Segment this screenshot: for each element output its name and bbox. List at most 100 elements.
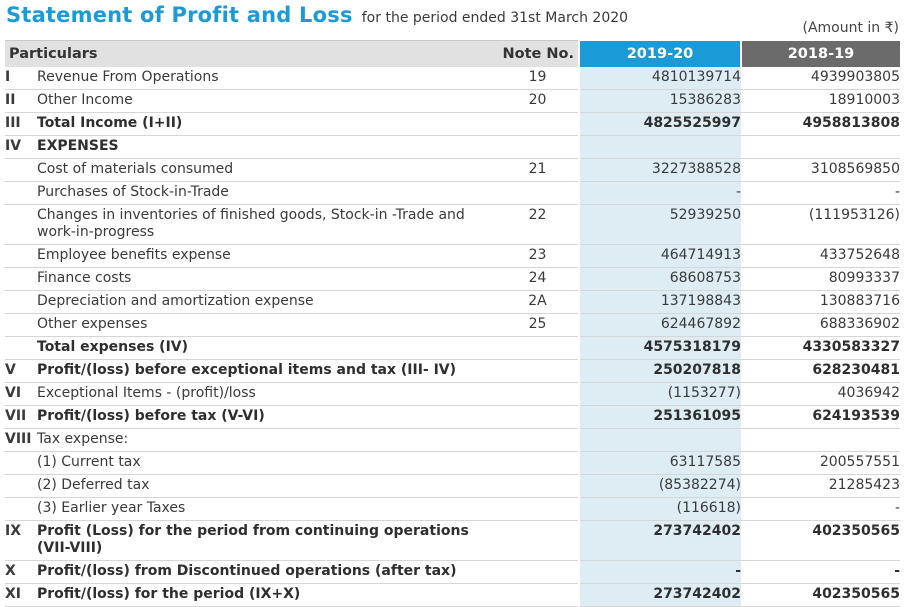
table-row: Changes in inventories of finished goods… <box>5 205 900 245</box>
row-amount-2019-20: (1153277) <box>579 383 741 406</box>
statement-title-main: Statement of Profit and Loss <box>6 3 353 27</box>
row-amount-2019-20: 250207818 <box>579 360 741 383</box>
row-roman-numeral: VII <box>5 406 37 429</box>
row-note-no <box>497 521 579 561</box>
row-note-no: 22 <box>497 205 579 245</box>
row-particular: Profit (Loss) for the period from contin… <box>37 521 497 561</box>
row-amount-2018-19: 4330583327 <box>741 337 900 360</box>
row-amount-2019-20: (116618) <box>579 498 741 521</box>
row-note-no <box>497 561 579 584</box>
table-header-row: Particulars Note No. 2019-20 2018-19 <box>5 41 900 68</box>
row-particular: Exceptional Items - (profit)/loss <box>37 383 497 406</box>
row-amount-2019-20: - <box>579 561 741 584</box>
row-amount-2019-20: 3227388528 <box>579 159 741 182</box>
row-amount-2018-19 <box>741 429 900 452</box>
row-amount-2018-19: 3108569850 <box>741 159 900 182</box>
table-body: I Revenue From Operations 19 4810139714 4939… <box>5 67 900 607</box>
table-row: Purchases of Stock-in-Trade - - <box>5 182 900 205</box>
table-row: III Total Income (I+II) 4825525997 49588138… <box>5 113 900 136</box>
row-amount-2019-20: 137198843 <box>579 291 741 314</box>
row-note-no: 20 <box>497 90 579 113</box>
row-amount-2018-19: - <box>741 561 900 584</box>
row-amount-2018-19: 130883716 <box>741 291 900 314</box>
row-note-no: 21 <box>497 159 579 182</box>
row-amount-2018-19: 200557551 <box>741 452 900 475</box>
row-note-no: 19 <box>497 67 579 90</box>
table-row: Depreciation and amortization expense 2A 1… <box>5 291 900 314</box>
row-note-no <box>497 360 579 383</box>
profit-loss-table: Particulars Note No. 2019-20 2018-19 I Re… <box>5 40 900 607</box>
row-roman-numeral <box>5 159 37 182</box>
row-note-no <box>497 337 579 360</box>
row-particular: Tax expense: <box>37 429 497 452</box>
header-current-year: 2019-20 <box>579 41 741 68</box>
table-row: VIII Tax expense: <box>5 429 900 452</box>
table-row: (1) Current tax 63117585 200557551 <box>5 452 900 475</box>
row-amount-2018-19: 402350565 <box>741 584 900 607</box>
row-roman-numeral <box>5 337 37 360</box>
row-amount-2019-20: 251361095 <box>579 406 741 429</box>
row-particular: Other Income <box>37 90 497 113</box>
row-note-no: 24 <box>497 268 579 291</box>
row-amount-2019-20: 464714913 <box>579 245 741 268</box>
row-roman-numeral: IX <box>5 521 37 561</box>
table-row: Employee benefits expense 23 464714913 4337… <box>5 245 900 268</box>
row-roman-numeral <box>5 205 37 245</box>
row-roman-numeral: V <box>5 360 37 383</box>
row-amount-2019-20: 63117585 <box>579 452 741 475</box>
row-particular: EXPENSES <box>37 136 497 159</box>
table-row: VI Exceptional Items - (profit)/loss (1153… <box>5 383 900 406</box>
table-row: Cost of materials consumed 21 3227388528 31… <box>5 159 900 182</box>
row-roman-numeral: VI <box>5 383 37 406</box>
row-note-no <box>497 406 579 429</box>
row-amount-2019-20: 52939250 <box>579 205 741 245</box>
table-row: Other expenses 25 624467892 688336902 <box>5 314 900 337</box>
row-particular: Total Income (I+II) <box>37 113 497 136</box>
statement-title: Statement of Profit and Loss for the per… <box>6 3 628 27</box>
row-note-no <box>497 136 579 159</box>
row-roman-numeral: II <box>5 90 37 113</box>
row-note-no: 23 <box>497 245 579 268</box>
table-row: V Profit/(loss) before exceptional items … <box>5 360 900 383</box>
table-row: IV EXPENSES <box>5 136 900 159</box>
row-note-no <box>497 182 579 205</box>
row-particular: (3) Earlier year Taxes <box>37 498 497 521</box>
table-row: VII Profit/(loss) before tax (V-VI) 251361… <box>5 406 900 429</box>
row-amount-2018-19 <box>741 136 900 159</box>
row-note-no <box>497 498 579 521</box>
header-previous-year: 2018-19 <box>741 41 900 68</box>
row-roman-numeral <box>5 452 37 475</box>
row-amount-2019-20: 4825525997 <box>579 113 741 136</box>
header-note-no: Note No. <box>497 41 579 68</box>
row-roman-numeral <box>5 498 37 521</box>
row-particular: Changes in inventories of finished goods… <box>37 205 497 245</box>
row-roman-numeral: X <box>5 561 37 584</box>
row-note-no <box>497 429 579 452</box>
row-amount-2018-19: 4036942 <box>741 383 900 406</box>
row-note-no: 2A <box>497 291 579 314</box>
row-amount-2019-20 <box>579 429 741 452</box>
row-particular: Revenue From Operations <box>37 67 497 90</box>
table-row: (3) Earlier year Taxes (116618) - <box>5 498 900 521</box>
row-particular: Profit/(loss) before tax (V-VI) <box>37 406 497 429</box>
header-particulars: Particulars <box>5 41 497 68</box>
row-amount-2019-20: 4810139714 <box>579 67 741 90</box>
amount-unit-note: (Amount in ₹) <box>802 20 899 36</box>
row-amount-2019-20: 624467892 <box>579 314 741 337</box>
row-roman-numeral <box>5 314 37 337</box>
row-amount-2018-19: (111953126) <box>741 205 900 245</box>
row-note-no: 25 <box>497 314 579 337</box>
row-note-no <box>497 113 579 136</box>
table-row: Total expenses (IV) 4575318179 4330583327 <box>5 337 900 360</box>
row-particular: Other expenses <box>37 314 497 337</box>
row-note-no <box>497 475 579 498</box>
row-amount-2018-19: 18910003 <box>741 90 900 113</box>
row-particular: Profit/(loss) before exceptional items a… <box>37 360 497 383</box>
row-amount-2019-20 <box>579 136 741 159</box>
row-particular: Finance costs <box>37 268 497 291</box>
table-row: IX Profit (Loss) for the period from cont… <box>5 521 900 561</box>
row-roman-numeral <box>5 182 37 205</box>
row-particular: Employee benefits expense <box>37 245 497 268</box>
row-roman-numeral <box>5 245 37 268</box>
row-amount-2019-20: 273742402 <box>579 584 741 607</box>
